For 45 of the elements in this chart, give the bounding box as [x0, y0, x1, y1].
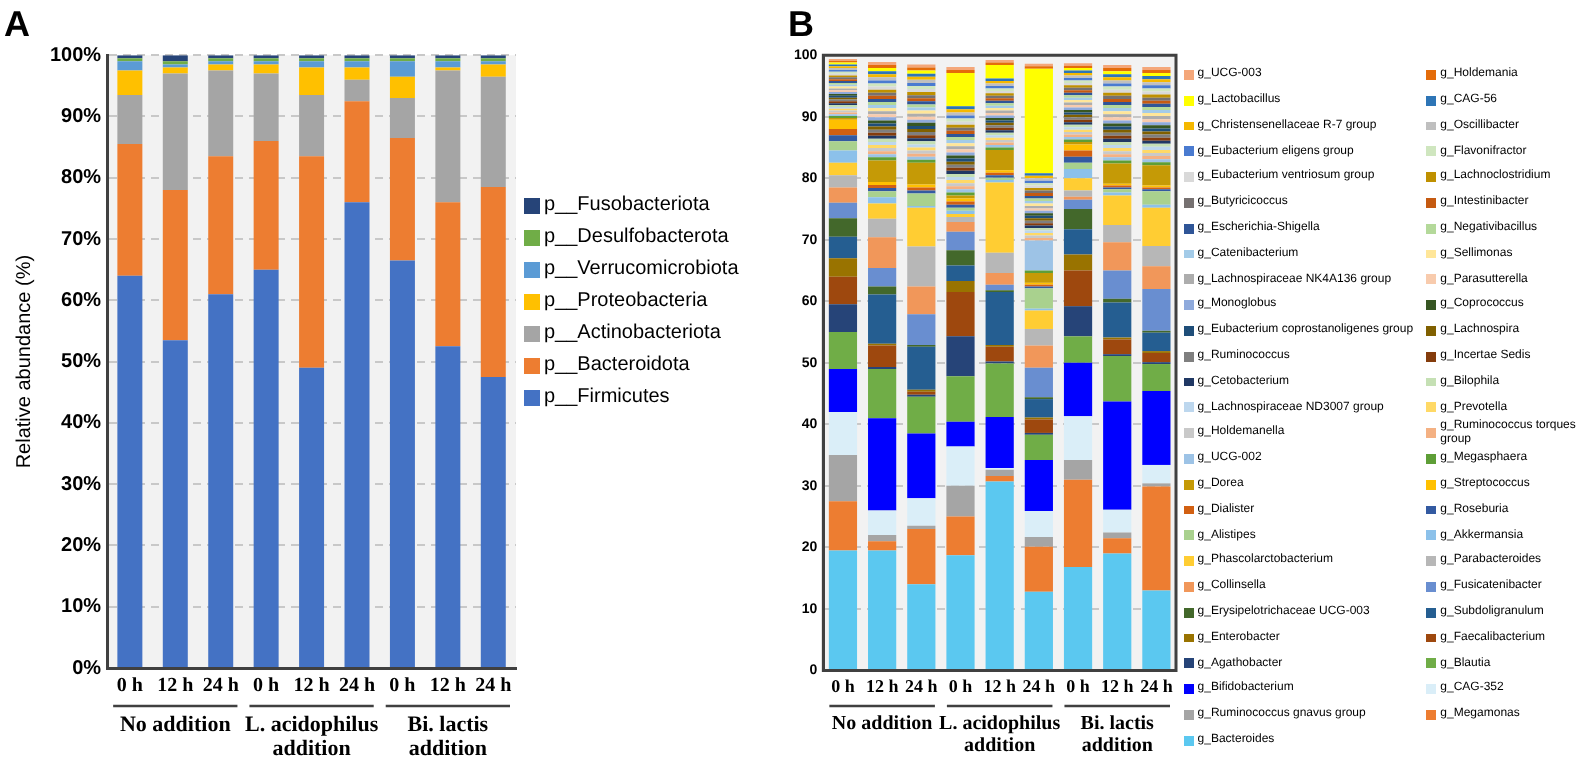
legend-label: p__Actinobacteriota	[544, 321, 721, 345]
x-tick-label: 0 h	[253, 675, 281, 698]
text: No addition	[119, 712, 231, 737]
x-tick-label: 0 h	[948, 675, 973, 696]
x-tick-label: 12 h	[1100, 675, 1134, 696]
x-tick-label: 12 h	[293, 675, 331, 698]
y-tick-label: 90%	[61, 105, 102, 128]
y-tick-label: 60%	[61, 289, 102, 312]
y-tick-label: 100%	[50, 44, 102, 67]
legend-label: p__Desulfobacterota	[544, 225, 729, 249]
x-tick-label: 0 h	[831, 675, 855, 696]
legend-label: p__Firmicutes	[544, 385, 670, 409]
legend-label: p__Verrucomicrobiota	[544, 257, 739, 281]
legend-label: p__Proteobacteria	[544, 289, 708, 313]
y-tick-label: 50%	[61, 351, 102, 374]
text: L. acidophilus addition	[244, 712, 380, 761]
x-tick-label: 0 h	[389, 675, 417, 698]
x-tick-label: 24 h	[1022, 675, 1056, 696]
text: Bi. lactis addition	[407, 712, 490, 761]
y-tick-label: 10%	[61, 596, 102, 619]
x-tick-label: 12 h	[983, 675, 1016, 696]
legend-label: p__Fusobacteriota	[544, 193, 710, 217]
x-tick-label: 24 h	[202, 675, 240, 698]
y-tick-label: 20%	[61, 534, 102, 557]
chart-title: A	[4, 3, 30, 44]
y-tick-label: 0%	[72, 657, 102, 680]
x-tick-label: 24 h	[1140, 675, 1173, 696]
y-tick-label: 80%	[61, 167, 102, 190]
legend-label: p__Bacteroidota	[544, 353, 690, 377]
x-tick-label: 0 h	[1066, 675, 1090, 696]
chart-title: B	[788, 3, 814, 44]
y-tick-label: 70%	[61, 228, 102, 251]
y-axis-title: Relative abundance (%)	[13, 254, 36, 469]
x-tick-label: 12 h	[429, 675, 467, 698]
x-tick-label: 24 h	[338, 675, 376, 698]
y-tick-label: 40%	[61, 412, 102, 435]
text: L. acidophilus addition	[939, 713, 1061, 758]
y-tick-label: 30%	[61, 473, 102, 496]
x-tick-label: 0 h	[116, 675, 144, 698]
text: No addition	[831, 713, 934, 736]
x-tick-label: 24 h	[905, 675, 938, 696]
text: Bi. lactis addition	[1080, 713, 1155, 758]
x-tick-label: 12 h	[157, 675, 195, 698]
x-tick-label: 24 h	[475, 675, 513, 698]
x-tick-label: 12 h	[865, 675, 899, 696]
